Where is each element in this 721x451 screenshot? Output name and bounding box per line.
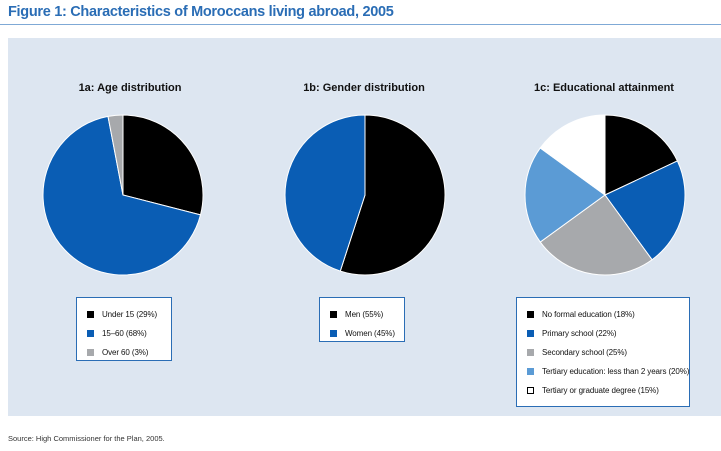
legend-item-men: Men (55%) (330, 305, 394, 324)
legend-label: Secondary school (25%) (542, 348, 627, 357)
pie-slice-15-60 (42, 115, 202, 276)
legend-label: Men (55%) (345, 310, 384, 319)
chart-panel: 1a: Age distribution 1b: Gender distribu… (8, 38, 721, 416)
legend-swatch (527, 311, 534, 318)
legend-item-tertiary-education-less-than-2-years: Tertiary education: less than 2 years (2… (527, 362, 689, 381)
pie-slice-men (339, 114, 446, 276)
legend-item-under-15: Under 15 (29%) (87, 305, 161, 324)
legend-item-no-formal-education: No formal education (18%) (527, 305, 679, 324)
title-divider (0, 24, 721, 25)
legend-swatch (527, 349, 534, 356)
legend-swatch (87, 349, 94, 356)
legend-swatch (527, 387, 534, 394)
legend-label: 15–60 (68%) (102, 329, 147, 338)
legend-item-over-60: Over 60 (3%) (87, 343, 161, 362)
legend-swatch (527, 368, 534, 375)
legend-item-women: Women (45%) (330, 324, 395, 343)
source-note: Source: High Commissioner for the Plan, … (8, 434, 165, 443)
pie-slice-tertiary-or-graduate-degree (539, 114, 606, 196)
pie-slice-no-formal-education (604, 114, 679, 196)
chart-title-age: 1a: Age distribution (78, 82, 182, 94)
gender-legend: Men (55%) Women (45%) (319, 297, 405, 342)
legend-label: Tertiary or graduate degree (15%) (542, 386, 659, 395)
legend-item-tertiary-or-graduate-degree: Tertiary or graduate degree (15%) (527, 381, 679, 400)
pie-slice-secondary-school (539, 194, 653, 276)
chart-title-education: 1c: Educational attainment (534, 82, 674, 94)
legend-swatch (330, 330, 337, 337)
legend-item-15-60: 15–60 (68%) (87, 324, 161, 343)
legend-item-primary-school: Primary school (22%) (527, 324, 679, 343)
pie-slice-women (284, 114, 366, 272)
pie-slice-tertiary-education-less-than-2-years (524, 147, 606, 243)
legend-swatch (87, 311, 94, 318)
pie-slice-under-15 (122, 114, 204, 216)
legend-item-secondary-school: Secondary school (25%) (527, 343, 679, 362)
legend-label: Under 15 (29%) (102, 310, 158, 319)
legend-label: No formal education (18%) (542, 310, 635, 319)
education-pie-chart (524, 114, 686, 276)
legend-swatch (527, 330, 534, 337)
figure-title: Figure 1: Characteristics of Moroccans l… (8, 4, 394, 20)
pie-slice-over-60 (107, 114, 124, 196)
age-legend: Under 15 (29%) 15–60 (68%) Over 60 (3%) (76, 297, 172, 361)
chart-title-gender: 1b: Gender distribution (303, 82, 425, 94)
legend-label: Primary school (22%) (542, 329, 617, 338)
legend-swatch (330, 311, 337, 318)
legend-label: Women (45%) (345, 329, 395, 338)
legend-label: Over 60 (3%) (102, 348, 149, 357)
legend-swatch (87, 330, 94, 337)
pie-slice-primary-school (604, 160, 686, 261)
education-legend: No formal education (18%) Primary school … (516, 297, 690, 407)
age-pie-chart (42, 114, 204, 276)
legend-label: Tertiary education: less than 2 years (2… (542, 367, 690, 376)
gender-pie-chart (284, 114, 446, 276)
